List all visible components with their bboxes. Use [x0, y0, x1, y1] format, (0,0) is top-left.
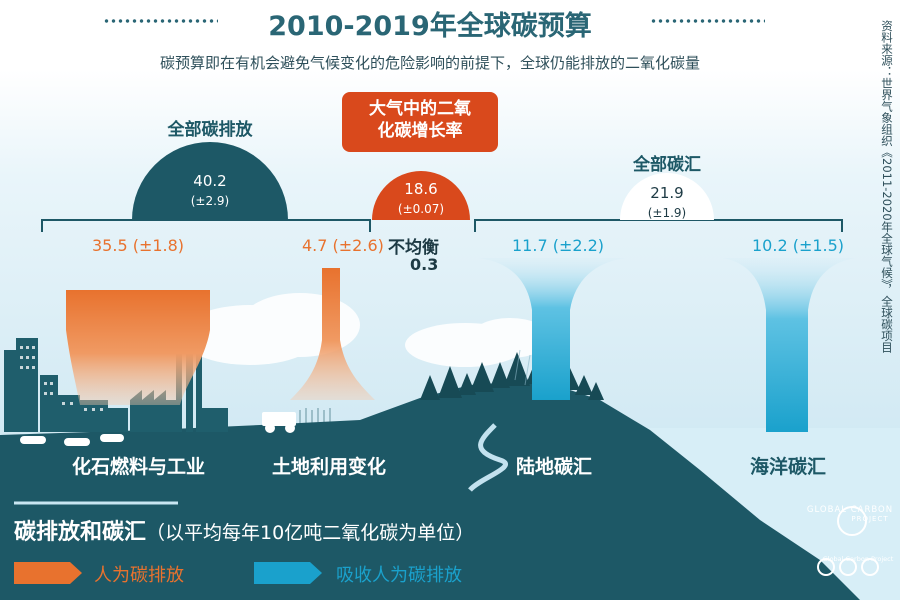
land-sink-label: 陆地碳汇 — [516, 456, 593, 478]
land-use-emission-value: 4.7 (±2.6) — [302, 236, 384, 255]
fossil-label: 化石燃料与工业 — [72, 456, 206, 478]
gcp-logo-line1: GLOBAL CARBON — [806, 505, 894, 515]
fossil-emission-plume — [66, 290, 210, 405]
forest — [420, 352, 604, 400]
sinks-total-value: 21.9 (±1.9) — [620, 184, 714, 223]
land-use-emission-plume — [290, 268, 375, 400]
river — [468, 423, 508, 492]
gcp-logo-line2: PROJECT — [851, 515, 889, 523]
title-decoration-right — [650, 18, 765, 24]
legend-title: 碳排放和碳汇（以平均每年10亿吨二氧化碳为单位） — [14, 514, 474, 546]
gcp-logo-ring — [837, 506, 867, 536]
emissions-bracket — [41, 219, 371, 232]
absorption-legend-label: 吸收人为碳排放 — [336, 565, 462, 586]
atmosphere-heading: 大气中的二氧化碳增长率 — [369, 99, 471, 141]
atmosphere-semicircle — [372, 171, 470, 220]
imbalance-value: 0.3 — [410, 255, 439, 274]
gcp-logo: GLOBAL CARBON PROJECT Global Carbon Proj… — [800, 505, 900, 563]
source-note: 资料来源：世界气象组织《2011-2020年全球气候》，全球碳项目 — [880, 20, 894, 353]
land — [0, 380, 860, 600]
ocean-sink-label: 海洋碳汇 — [750, 456, 827, 478]
page-title: 2010-2019年全球碳预算 — [268, 11, 592, 42]
legend-heading: 碳排放和碳汇 — [14, 520, 147, 545]
title-decoration-left — [103, 18, 218, 24]
emissions-heading: 全部碳排放 — [167, 120, 253, 140]
emissions-total-uncertainty: (±2.9) — [190, 194, 230, 208]
imbalance-label: 不均衡 — [388, 238, 439, 258]
ocean-sink-funnel — [722, 258, 856, 432]
emission-legend-label: 人为碳排放 — [94, 565, 184, 586]
land-use-label: 土地利用变化 — [272, 456, 387, 478]
harvester — [262, 412, 296, 433]
cc-license-icon — [817, 558, 879, 576]
page-subtitle: 碳预算即在有机会避免气候变化的危险影响的前提下，全球仍能排放的二氧化碳量 — [159, 54, 700, 72]
land-sink-funnel — [478, 258, 626, 400]
sinks-total-uncertainty: (±1.9) — [647, 206, 687, 220]
atmosphere-value: 18.6 (±0.07) — [372, 180, 470, 219]
emissions-total-value: 40.2 (±2.9) — [150, 172, 270, 211]
city-buildings — [4, 338, 228, 432]
emissions-total-semicircle — [132, 142, 288, 220]
land-sink-value: 11.7 (±2.2) — [512, 236, 605, 255]
ocean-sink-value: 10.2 (±1.5) — [752, 236, 845, 255]
sinks-total-semicircle — [620, 173, 714, 220]
legend-unit: （以平均每年10亿吨二氧化碳为单位） — [146, 522, 475, 544]
atmosphere-heading-bubble: 大气中的二氧化碳增长率 — [342, 92, 498, 152]
atmosphere-growth: 18.6 — [404, 180, 438, 198]
emissions-total: 40.2 — [193, 172, 227, 190]
sinks-heading: 全部碳汇 — [633, 155, 701, 175]
absorption-legend-arrow — [254, 562, 322, 584]
emission-legend-arrow — [14, 562, 82, 584]
sinks-total: 21.9 — [650, 184, 684, 202]
fossil-emission-value: 35.5 (±1.8) — [92, 236, 185, 255]
cc-caption: Global Carbon Project — [822, 555, 894, 563]
atmosphere-uncertainty: (±0.07) — [397, 202, 445, 216]
